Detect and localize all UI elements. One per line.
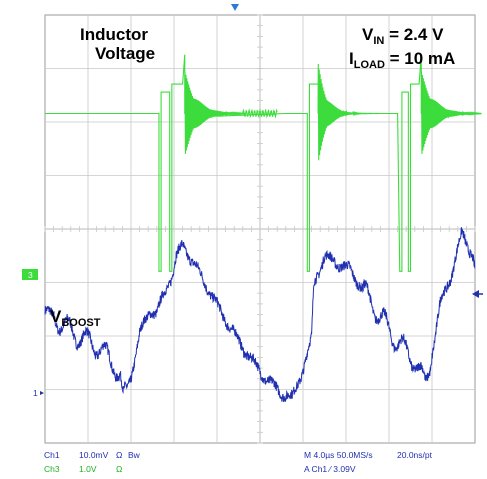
readout-ch1-scale: 10.0mV [79,450,109,460]
vboost-main: V [50,307,62,326]
ch1-marker-label: 1 [33,388,38,398]
vin-value: = 2.4 V [384,25,444,44]
readout-ch3-scale: 1.0V [79,464,97,474]
vin-sub: IN [373,35,384,47]
readout-ch1: Ch1 [44,450,60,460]
readout-ch1-bw: Bw [128,450,141,460]
readout-ch1-ohm: Ω [116,450,122,460]
annotation-voltage: Voltage [95,44,155,63]
readout-trigger: A Ch1 ⁄ 3.09V [304,464,356,474]
readout-resolution: 20.0ns/pt [397,450,433,460]
readout-timebase: M 4.0µs 50.0MS/s [304,450,373,460]
readout-ch3-ohm: Ω [116,464,122,474]
ch3-marker-label: 3 [28,270,33,280]
vin-main: V [362,25,374,44]
iload-value: = 10 mA [385,49,455,68]
readout-ch3: Ch3 [44,464,60,474]
ch3-ground-marker: 3 [22,269,38,280]
iload-sub: LOAD [354,59,385,71]
annotation-inductor: Inductor [80,25,148,44]
vboost-sub: BOOST [61,317,100,329]
